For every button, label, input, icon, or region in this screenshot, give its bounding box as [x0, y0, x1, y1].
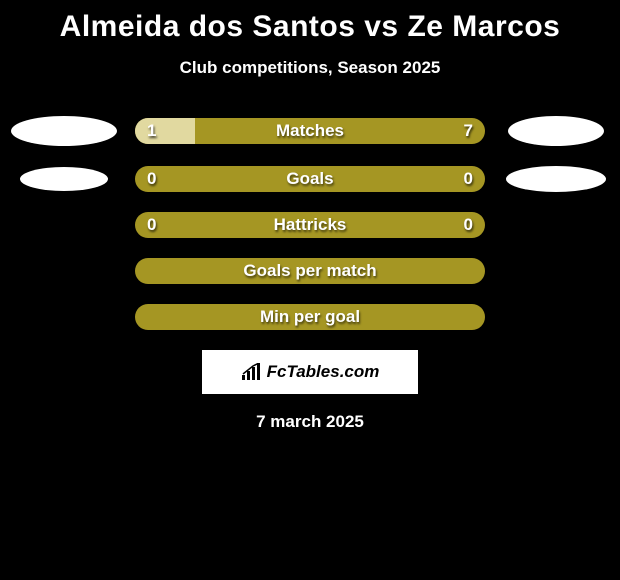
spacer [491, 271, 492, 272]
bar-label: Hattricks [135, 215, 485, 235]
row-goals-per-match: Goals per match [0, 258, 620, 284]
bar-matches: 1 Matches 7 [135, 118, 485, 144]
bar-label: Goals [135, 169, 485, 189]
row-matches: 1 Matches 7 [0, 116, 620, 146]
row-goals: 0 Goals 0 [0, 166, 620, 192]
comparison-grid: 1 Matches 7 0 Goals 0 0 Hattricks 0 G [0, 116, 620, 330]
value-right: 7 [464, 121, 473, 141]
spacer [491, 225, 492, 226]
ellipse-right-0 [508, 116, 604, 146]
bar-goals: 0 Goals 0 [135, 166, 485, 192]
spacer [491, 317, 492, 318]
value-right: 0 [464, 215, 473, 235]
ellipse-left-0 [11, 116, 117, 146]
bar-label: Min per goal [135, 307, 485, 327]
bar-label: Goals per match [135, 261, 485, 281]
bar-hattricks: 0 Hattricks 0 [135, 212, 485, 238]
subtitle: Club competitions, Season 2025 [0, 58, 620, 78]
row-min-per-goal: Min per goal [0, 304, 620, 330]
value-right: 0 [464, 169, 473, 189]
bar-label: Matches [135, 121, 485, 141]
date-label: 7 march 2025 [0, 412, 620, 432]
attribution-text: FcTables.com [267, 362, 380, 382]
ellipse-right-1 [506, 166, 606, 192]
page-title: Almeida dos Santos vs Ze Marcos [0, 0, 620, 44]
bar-min-per-goal: Min per goal [135, 304, 485, 330]
chart-icon [241, 363, 263, 381]
ellipse-left-1 [20, 167, 108, 191]
row-hattricks: 0 Hattricks 0 [0, 212, 620, 238]
attribution-badge: FcTables.com [202, 350, 418, 394]
bar-goals-per-match: Goals per match [135, 258, 485, 284]
